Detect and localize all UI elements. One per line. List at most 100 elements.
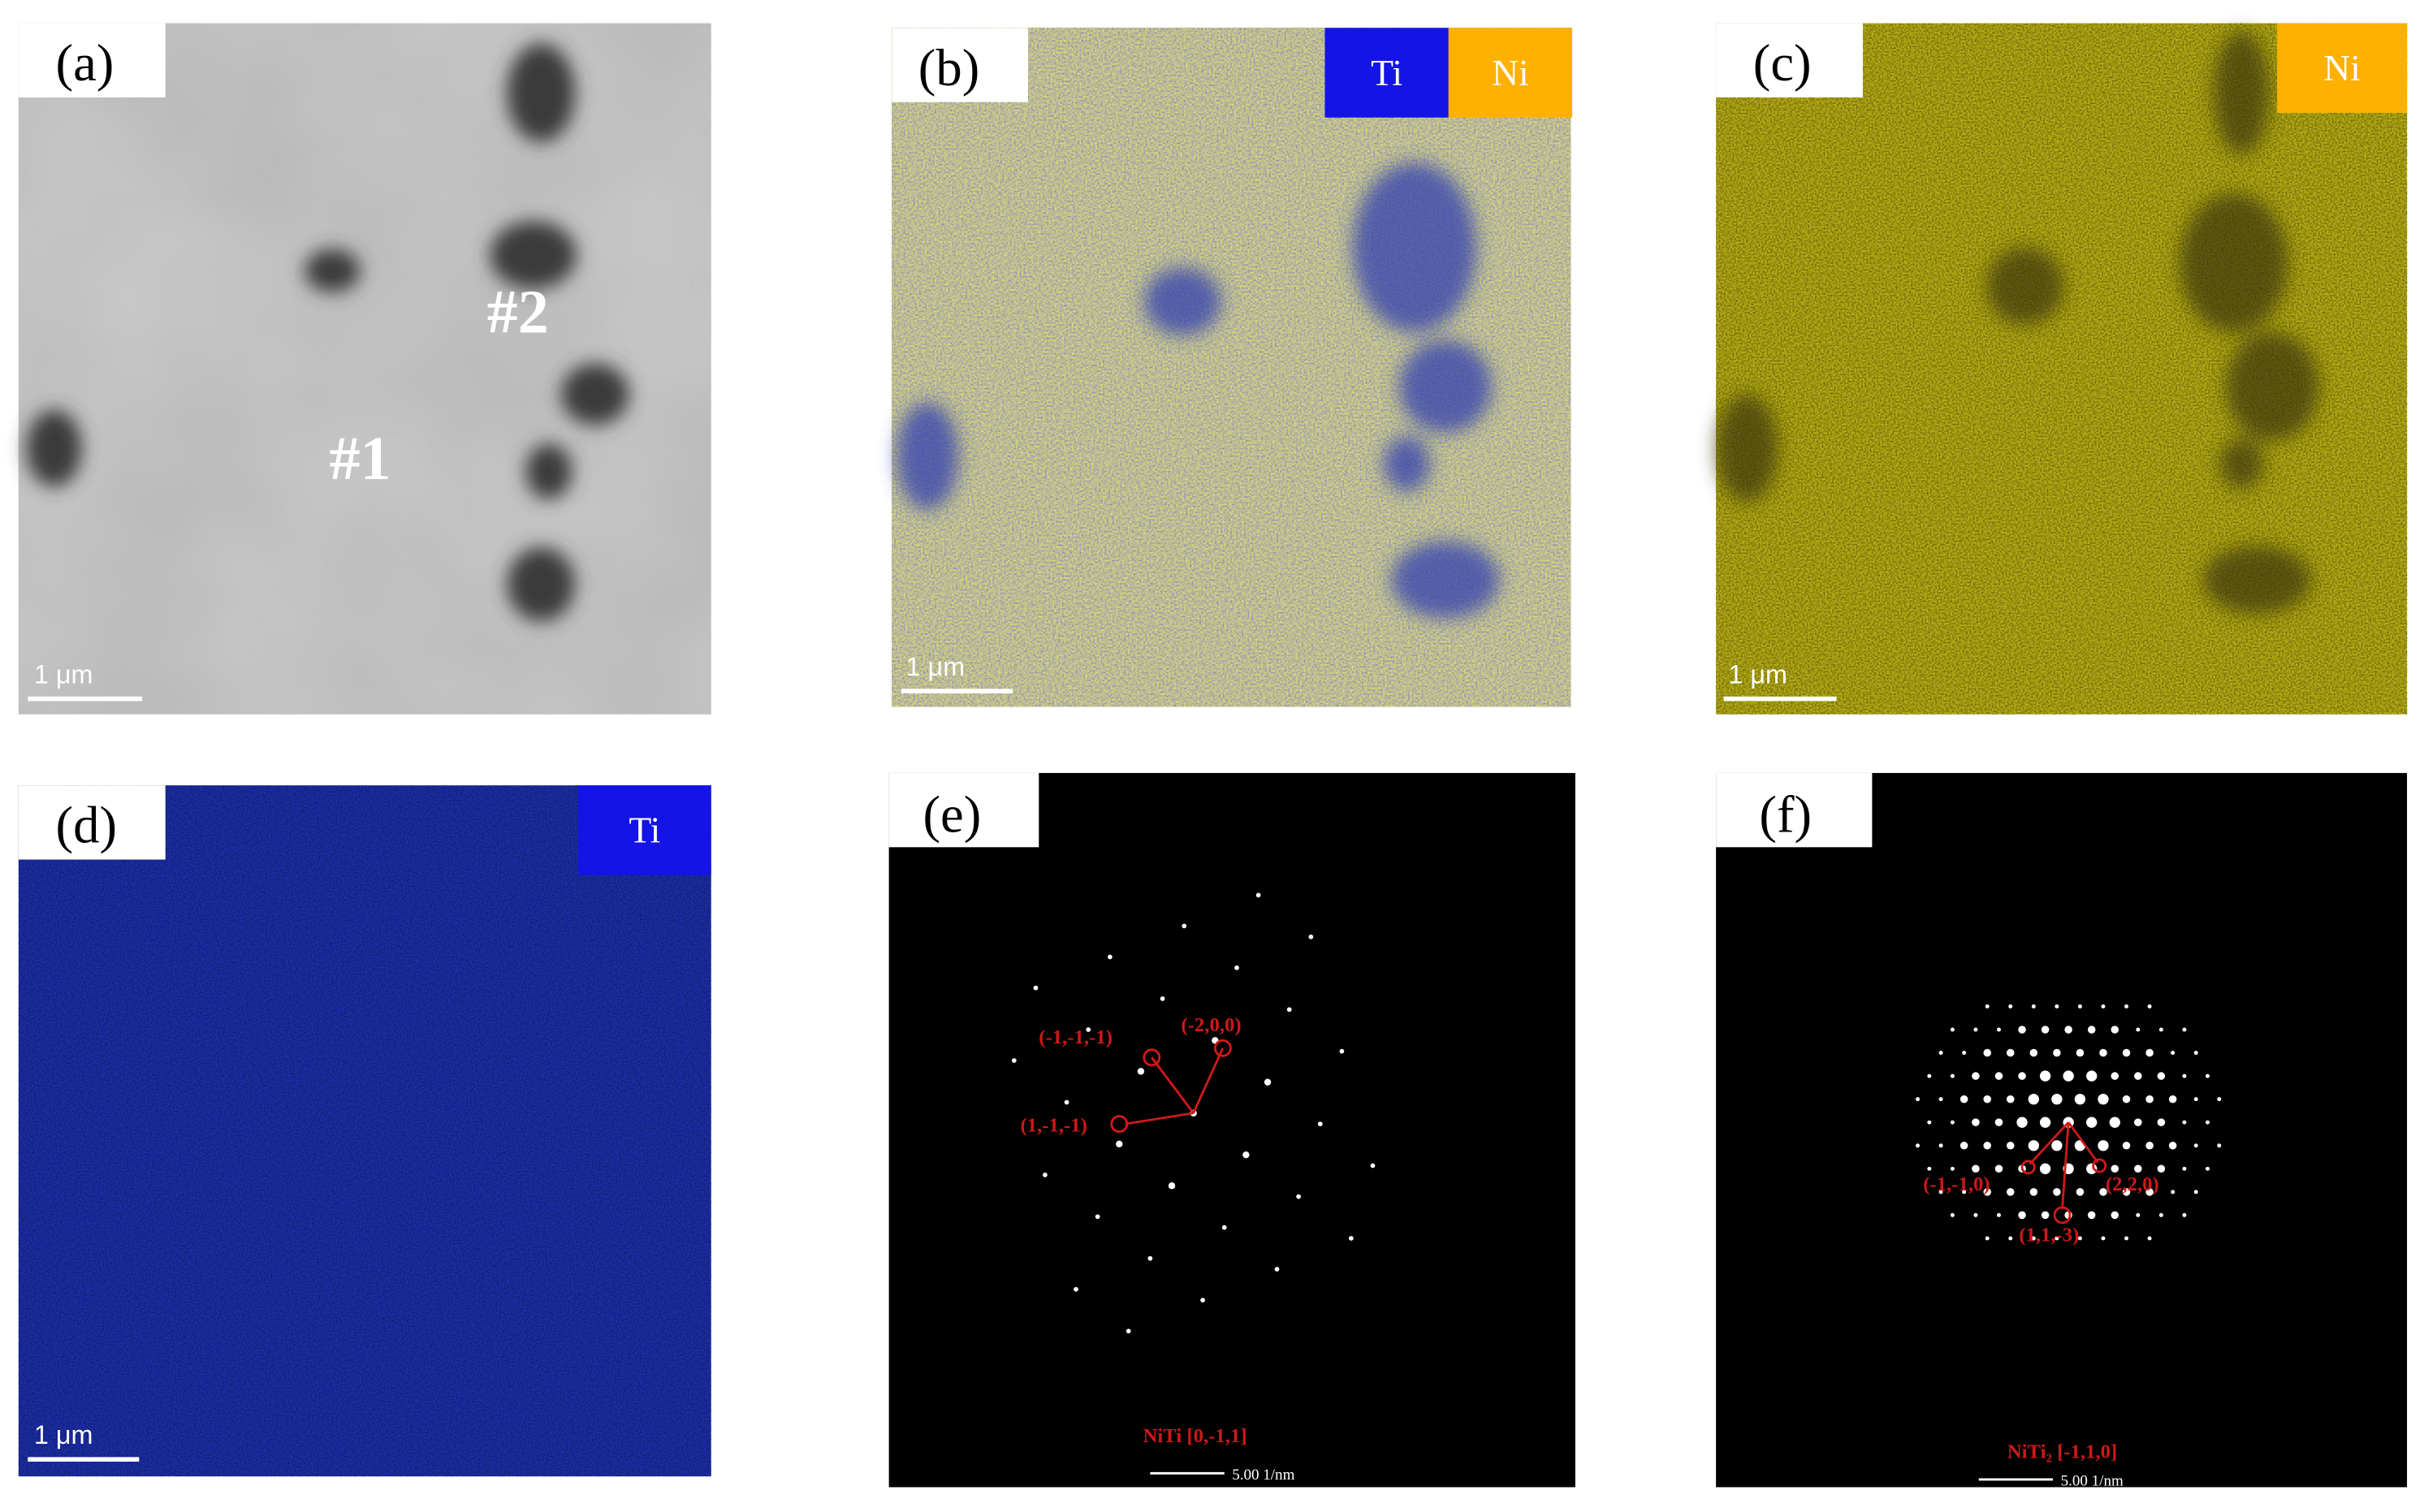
diffraction-spot <box>2111 1211 2119 1220</box>
diffraction-spot <box>1308 934 1314 940</box>
panel-c: (c) Ni 1 μm <box>1716 23 2408 715</box>
tag: Ni <box>1492 52 1529 93</box>
diffraction-spot <box>2145 1188 2154 1196</box>
diffraction-spot <box>1286 1007 1292 1013</box>
panel-b: (b) Ti Ni 1 μm <box>892 28 1573 707</box>
diffraction-spot <box>2101 1004 2106 1009</box>
diffraction-spot <box>2136 1027 2141 1032</box>
diffraction-spot <box>2217 1097 2222 1102</box>
diffraction-spot <box>1973 1027 1978 1032</box>
diffraction-spot <box>1916 1097 1921 1102</box>
diffraction-spot <box>2074 1093 2086 1105</box>
diffraction-spot <box>2039 1117 2051 1128</box>
index-lines <box>2020 1121 2107 1225</box>
diffraction-spot <box>2086 1117 2098 1128</box>
diffraction-spot <box>2111 1072 2119 1080</box>
diffraction-spot <box>1064 1099 1069 1105</box>
diffraction-spot <box>2076 1048 2085 1057</box>
index-lines <box>1110 1039 1232 1134</box>
diffraction-spot <box>2099 1048 2107 1057</box>
diffraction-spot <box>1997 1027 2001 1032</box>
tag-box <box>1324 28 1449 118</box>
diffraction-spot <box>2029 1188 2038 1196</box>
diffraction-spot <box>1317 1121 1323 1126</box>
diffraction-spot <box>2028 1093 2039 1105</box>
diffraction-spot <box>1221 1225 1227 1230</box>
diffraction-spot <box>2182 1074 2187 1078</box>
diffraction-spot <box>2028 1140 2039 1151</box>
panel-a: (a) #1 #2 1 μm <box>18 23 711 715</box>
diffraction-spot <box>2087 1211 2096 1220</box>
diffraction-spot <box>2007 1188 2015 1196</box>
scale-label: 1 μm <box>34 660 93 689</box>
panel-e: (e) (-1,-1,-1) (-2,0,0) (1,-1,-1) NiTi [… <box>888 772 1575 1488</box>
diffraction-spot <box>1960 1141 1968 1150</box>
diffraction-spot <box>2008 1004 2013 1009</box>
diffraction-spot <box>1983 1048 1991 1057</box>
diffraction-spot <box>2168 1095 2177 1104</box>
diffraction-spot <box>1255 892 1261 898</box>
particles <box>897 162 1500 619</box>
diffraction-spot <box>2206 1120 2210 1125</box>
diffraction-spot <box>1983 1188 1991 1196</box>
particles <box>26 43 629 622</box>
diffraction-spot <box>1200 1298 1205 1302</box>
panel-d: (d) Ti 1 μm <box>18 785 711 1477</box>
tag: Ti <box>1371 52 1402 93</box>
diffraction-spot <box>2098 1093 2109 1105</box>
caption: NiTi [0,-1,1] <box>1143 1425 1247 1447</box>
diffraction-spot <box>1074 1286 1078 1292</box>
diffraction-spot <box>2182 1027 2187 1032</box>
diffraction-spot <box>1938 1190 1943 1194</box>
diffraction-spot <box>1927 1074 1932 1078</box>
diffraction-spot <box>2182 1212 2187 1217</box>
diffraction-spot <box>2157 1072 2166 1080</box>
diffraction-spot <box>1147 1255 1153 1261</box>
diffraction-spot <box>2087 1026 2096 1034</box>
diffraction-spot <box>2086 1070 2098 1082</box>
diffraction-spot <box>2193 1190 2198 1194</box>
diffraction-spot <box>2099 1188 2107 1196</box>
diffraction-spot <box>2158 1027 2163 1032</box>
diffraction-spot <box>2029 1048 2038 1057</box>
diffraction-spot <box>1116 1140 1123 1148</box>
tag: Ti <box>629 810 660 851</box>
diffraction-spot <box>2157 1164 2166 1173</box>
panel-label: (b) <box>918 38 979 97</box>
label-box <box>1716 23 1863 98</box>
diffraction-spot <box>2041 1026 2050 1034</box>
panel-label: (d) <box>56 796 117 854</box>
diffraction-spot <box>2122 1048 2131 1057</box>
diffraction-spot <box>2147 1236 2152 1241</box>
diffraction-spot <box>1973 1212 1978 1217</box>
tag-box <box>1448 28 1573 118</box>
diffraction-spot <box>1983 1095 1991 1104</box>
diffraction-spot <box>2193 1143 2198 1148</box>
diffraction-spot <box>1348 1236 1354 1241</box>
diffraction-spot <box>2134 1164 2142 1173</box>
diffraction-spot <box>2145 1141 2154 1150</box>
diffraction-spot <box>1242 1151 1250 1159</box>
diffraction-spot <box>1927 1120 1932 1125</box>
scale-label: 1 μm <box>906 652 966 681</box>
diffraction-spot <box>2109 1117 2120 1128</box>
diffraction-spot <box>2122 1188 2131 1196</box>
diffraction-spot <box>2018 1211 2026 1220</box>
annotation: #2 <box>487 278 549 346</box>
diffraction-spot <box>2007 1048 2015 1057</box>
diffraction-spot <box>2076 1188 2085 1196</box>
diffraction-spot <box>1011 1058 1017 1063</box>
diffraction-spot <box>1927 1166 1932 1171</box>
diffraction-spot <box>2111 1164 2119 1173</box>
diffraction-spot <box>2193 1097 2198 1102</box>
diffraction-spot <box>2055 1004 2059 1009</box>
panel-f: (f) (-1,-1,0) (2,2,0) (1,1,-3) NiTi₂ [-1… <box>1716 772 2408 1490</box>
diffraction-spot <box>2158 1212 2163 1217</box>
diffraction-spot <box>2039 1070 2051 1082</box>
diffraction-spot <box>1985 1236 1990 1241</box>
scale-label: 5.00 1/nm <box>1232 1467 1294 1484</box>
diffraction-spot <box>2031 1236 2036 1241</box>
diffraction-spot <box>1972 1118 1980 1126</box>
diffraction-spot <box>2157 1118 2166 1126</box>
diffraction-spot <box>1126 1328 1131 1334</box>
